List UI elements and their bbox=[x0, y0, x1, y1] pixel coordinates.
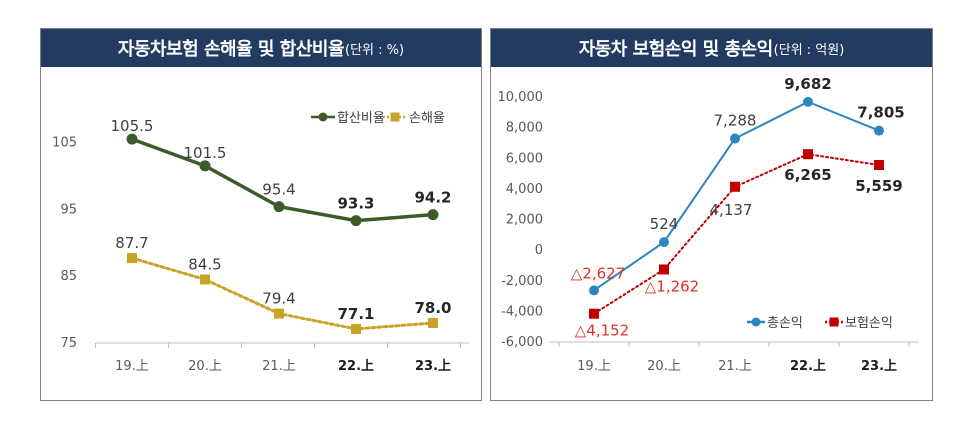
total-profit-series-line bbox=[593, 100, 880, 292]
loss-x-tick-label: 21.上 bbox=[262, 359, 296, 374]
total-profit-data-label: △2,627 bbox=[571, 264, 625, 282]
insurance-profit-point bbox=[589, 308, 599, 319]
insurance-profit-data-label: 5,559 bbox=[855, 177, 902, 195]
combined-ratio-data-label: 95.4 bbox=[262, 181, 295, 199]
insurance-profit-series-line bbox=[593, 153, 880, 315]
profit-x-tick-label: 19.上 bbox=[577, 359, 611, 374]
profit-y-tick-label: -6,000 bbox=[501, 335, 543, 350]
profit-panel-header: 자동차 보험손익 및 총손익 (단위 : 억원) bbox=[491, 29, 932, 67]
loss-ratio-data-label: 84.5 bbox=[188, 255, 221, 273]
combined-ratio-legend-label: 합산비율 bbox=[337, 111, 385, 126]
profit-x-tick-label: 21.上 bbox=[718, 359, 752, 374]
loss-y-tick-label: 95 bbox=[60, 202, 77, 217]
combined-ratio-point bbox=[126, 133, 138, 145]
total-profit-data-label: 7,805 bbox=[857, 104, 904, 122]
profit-y-tick-label: 6,000 bbox=[506, 151, 543, 166]
profit-y-tick-label: 8,000 bbox=[506, 121, 543, 136]
combined-ratio-legend-marker bbox=[318, 112, 328, 122]
combined-ratio-data-label: 105.5 bbox=[111, 117, 154, 135]
combined-ratio-data-label: 94.2 bbox=[414, 189, 451, 207]
loss-ratio-data-label: 79.4 bbox=[262, 290, 295, 308]
total-profit-point bbox=[589, 285, 599, 296]
loss-ratio-line-chart: 75 85 95 105 19.上 20.上 21.上 22.上 23.上 105.5 101.5 9… bbox=[52, 111, 469, 374]
loss-ratio-panel: 자동차보험 손해율 및 합산비율 (단위 : %) 75 85 95 105 19.上 2… bbox=[40, 28, 482, 401]
loss-x-tick-label: 19.上 bbox=[115, 359, 149, 374]
total-profit-legend-label: 총손익 bbox=[767, 316, 803, 331]
profit-x-tick-label: 20.上 bbox=[647, 359, 681, 374]
loss-ratio-legend-marker bbox=[390, 112, 400, 122]
total-profit-legend-marker bbox=[751, 317, 761, 327]
combined-ratio-point bbox=[350, 215, 362, 227]
profit-chart-title: 자동차 보험손익 및 총손익 bbox=[578, 39, 773, 60]
insurance-profit-point bbox=[803, 149, 813, 160]
combined-ratio-point bbox=[273, 201, 285, 213]
insurance-profit-data-label: 6,265 bbox=[784, 166, 831, 184]
insurance-profit-point bbox=[659, 264, 669, 275]
loss-y-tick-label: 75 bbox=[60, 336, 77, 351]
loss-ratio-data-label: 77.1 bbox=[337, 305, 374, 323]
total-profit-data-label: 9,682 bbox=[784, 75, 831, 93]
total-profit-point bbox=[659, 237, 669, 248]
profit-y-tick-label: 0 bbox=[535, 243, 543, 258]
loss-ratio-point bbox=[200, 274, 210, 285]
loss-ratio-point bbox=[428, 317, 438, 328]
profit-line-chart: -6,000 -4,000 -2,000 0 2,000 4,000 6,000 8,000 1… bbox=[498, 75, 919, 374]
loss-ratio-legend-label: 손해율 bbox=[409, 111, 445, 126]
loss-ratio-data-label: 87.7 bbox=[115, 234, 148, 252]
loss-ratio-chart-title: 자동차보험 손해율 및 합산비율 bbox=[117, 39, 345, 60]
loss-ratio-point bbox=[351, 323, 361, 334]
loss-x-tick-label: 20.上 bbox=[188, 359, 222, 374]
loss-y-tick-label: 105 bbox=[52, 135, 77, 150]
total-profit-data-label: 524 bbox=[650, 215, 679, 233]
profit-x-tick-label: 23.上 bbox=[861, 359, 897, 374]
loss-ratio-chart-unit: (단위 : %) bbox=[345, 42, 405, 58]
profit-chart-unit: (단위 : 억원) bbox=[773, 42, 845, 58]
insurance-profit-data-label: △1,262 bbox=[645, 277, 699, 295]
insurance-profit-legend-label: 보험손익 bbox=[845, 316, 893, 331]
insurance-profit-data-label: △4,152 bbox=[575, 322, 629, 340]
loss-ratio-point bbox=[274, 308, 284, 319]
total-profit-data-label: 7,288 bbox=[714, 112, 757, 130]
combined-ratio-point bbox=[199, 160, 211, 172]
total-profit-point bbox=[874, 125, 884, 136]
profit-panel: 자동차 보험손익 및 총손익 (단위 : 억원) -6,000 -4,000 -2,… bbox=[490, 28, 933, 401]
insurance-profit-legend-marker bbox=[829, 317, 839, 327]
profit-y-tick-label: 4,000 bbox=[506, 182, 543, 197]
profit-y-tick-label: 10,000 bbox=[498, 90, 544, 105]
profit-y-tick-label: -2,000 bbox=[501, 274, 543, 289]
combined-ratio-point bbox=[427, 209, 439, 221]
loss-x-tick-label: 23.上 bbox=[415, 359, 451, 374]
loss-ratio-point bbox=[127, 253, 137, 264]
total-profit-point bbox=[803, 96, 813, 107]
combined-ratio-data-label: 101.5 bbox=[184, 144, 227, 162]
loss-ratio-data-label: 78.0 bbox=[414, 299, 451, 317]
loss-ratio-panel-header: 자동차보험 손해율 및 합산비율 (단위 : %) bbox=[41, 29, 481, 67]
loss-x-tick-label: 22.上 bbox=[338, 359, 374, 374]
insurance-profit-point bbox=[730, 181, 740, 192]
profit-x-tick-label: 22.上 bbox=[790, 359, 826, 374]
total-profit-point bbox=[730, 133, 740, 144]
insurance-profit-data-label: 4,137 bbox=[710, 201, 753, 219]
profit-y-tick-label: 2,000 bbox=[506, 213, 543, 228]
combined-ratio-data-label: 93.3 bbox=[337, 195, 374, 213]
loss-y-tick-label: 85 bbox=[60, 269, 77, 284]
insurance-profit-point bbox=[874, 160, 884, 171]
profit-y-tick-label: -4,000 bbox=[501, 304, 543, 319]
